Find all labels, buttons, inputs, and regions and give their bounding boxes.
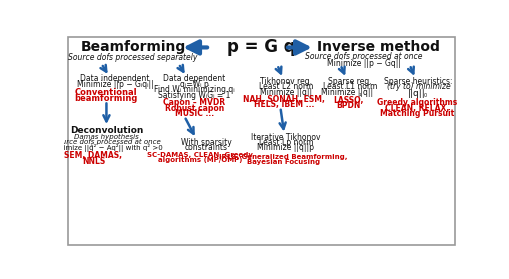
Text: Matching Pursuit: Matching Pursuit	[380, 109, 454, 118]
Text: SC-DAMAS, CLEAN, Greedy: SC-DAMAS, CLEAN, Greedy	[147, 152, 252, 158]
Text: Minimize ||q||: Minimize ||q||	[259, 88, 312, 97]
Text: Minimize ||q||: Minimize ||q||	[321, 88, 373, 97]
Text: MUSIC ...: MUSIC ...	[174, 109, 213, 118]
Text: Inverse method: Inverse method	[316, 40, 439, 54]
Text: p = G q: p = G q	[227, 39, 295, 56]
Text: Source dofs processed at once: Source dofs processed at once	[305, 52, 422, 61]
Text: Minimize ||q||p: Minimize ||q||p	[257, 143, 314, 153]
Text: Least L1 norm: Least L1 norm	[323, 82, 377, 91]
Text: Source dofs processed separately: Source dofs processed separately	[68, 53, 197, 62]
Text: constraints: constraints	[184, 143, 227, 152]
Text: NNLS: NNLS	[81, 157, 105, 166]
Text: Sparse heuristics:: Sparse heuristics:	[384, 77, 452, 86]
Text: Greedy algorithms: Greedy algorithms	[377, 98, 457, 107]
Text: Beamforming: Beamforming	[80, 40, 185, 54]
Text: Least L2 norm: Least L2 norm	[258, 82, 313, 91]
Text: LASSO,: LASSO,	[332, 96, 363, 105]
FancyBboxPatch shape	[68, 37, 454, 245]
Text: HELS, IBEM ...: HELS, IBEM ...	[253, 100, 314, 109]
Text: Find Wᵢ minimizing qᵢ: Find Wᵢ minimizing qᵢ	[154, 85, 234, 95]
Text: SEM, DAMAS,: SEM, DAMAS,	[64, 151, 122, 160]
Text: BPDN: BPDN	[335, 101, 360, 110]
Text: qᵢ=Wᵢ p: qᵢ=Wᵢ p	[180, 80, 208, 89]
Text: ||q||: ||q||	[407, 89, 425, 98]
Text: Least Lp norm: Least Lp norm	[258, 138, 313, 147]
Text: Tikhonov reg.: Tikhonov reg.	[260, 77, 312, 86]
Text: With sparsity: With sparsity	[180, 138, 231, 147]
Text: Satisfying WᵢGᵢ = 1: Satisfying WᵢGᵢ = 1	[158, 91, 230, 100]
Text: Bayesian Focusing: Bayesian Focusing	[246, 159, 319, 165]
Text: algorithms (MP/OMP): algorithms (MP/OMP)	[158, 157, 242, 163]
Text: Deconvolution: Deconvolution	[70, 126, 143, 135]
Text: NAH, SONAH, ESM,: NAH, SONAH, ESM,	[243, 95, 325, 104]
Text: Robust capon: Robust capon	[164, 104, 223, 112]
Text: Conventional: Conventional	[75, 88, 137, 97]
Text: IRLS, Generalized Beamforming,: IRLS, Generalized Beamforming,	[218, 153, 347, 160]
Text: Damas hypothesis: Damas hypothesis	[74, 134, 138, 140]
Text: Source dofs processed at once: Source dofs processed at once	[52, 139, 160, 145]
Text: ₀: ₀	[423, 90, 426, 99]
Text: Minimize ||q̂² − Aq²|| with q² >0: Minimize ||q̂² − Aq²|| with q² >0	[50, 144, 162, 152]
Text: Minimize ||p − Gᵢqᵢ||: Minimize ||p − Gᵢqᵢ||	[77, 80, 153, 89]
Text: Minimize ||p − Gq||: Minimize ||p − Gq||	[326, 59, 401, 68]
Text: Iterative Tikhonov: Iterative Tikhonov	[250, 133, 320, 141]
Text: (try to) minimize: (try to) minimize	[386, 82, 449, 91]
Text: Data dependent: Data dependent	[163, 74, 225, 83]
Text: Capon – MVDR: Capon – MVDR	[163, 98, 225, 107]
Text: Sparse reg.: Sparse reg.	[328, 77, 372, 86]
Text: ₁: ₁	[358, 91, 361, 97]
Text: CLEAN, RELAX,: CLEAN, RELAX,	[385, 104, 449, 112]
Text: Data independent: Data independent	[80, 74, 150, 83]
Text: beamforming: beamforming	[75, 94, 138, 103]
